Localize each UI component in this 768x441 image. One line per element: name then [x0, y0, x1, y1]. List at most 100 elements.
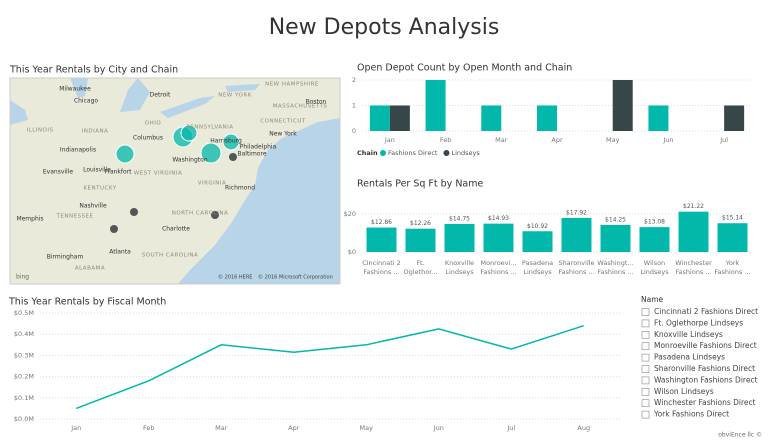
- page-title: New Depots Analysis: [269, 15, 500, 40]
- y-tick-label: $0.5M: [14, 309, 34, 317]
- map-bubble[interactable]: [211, 211, 219, 219]
- map-bubble[interactable]: [200, 142, 222, 164]
- map-bubble[interactable]: [115, 144, 135, 164]
- value-label: $21.22: [683, 203, 704, 210]
- x-tick-label: Fashions ...: [558, 268, 594, 276]
- map-bubble[interactable]: [130, 208, 138, 216]
- slicer-checkbox[interactable]: [641, 308, 650, 316]
- x-tick-label: Pasadena: [522, 259, 553, 267]
- slicer-checkbox[interactable]: [641, 330, 650, 339]
- bar[interactable]: [717, 223, 748, 252]
- map-label: CONNECTICUT: [260, 119, 306, 125]
- slicer-item[interactable]: Wilson Lindseys: [654, 387, 714, 396]
- map-label: TENNESSEE: [56, 214, 94, 220]
- slicer-item[interactable]: Pasadena Lindseys: [654, 353, 725, 362]
- map-bubble[interactable]: [229, 153, 237, 161]
- slicer-item[interactable]: Sharonville Fashions Direct: [654, 364, 755, 373]
- slicer-checkbox[interactable]: [641, 376, 650, 385]
- x-tick-label: Jan: [70, 424, 81, 432]
- bar[interactable]: [522, 231, 553, 252]
- slicer-checkbox[interactable]: [641, 319, 650, 328]
- map-label: WEST VIRGINIA: [134, 171, 183, 177]
- slicer-item[interactable]: Monroeville Fashions Direct: [654, 341, 757, 350]
- bar[interactable]: [366, 227, 397, 252]
- slicer-item[interactable]: Winchester Fashions Direct: [654, 398, 756, 407]
- slicer-checkbox[interactable]: [641, 410, 650, 419]
- value-label: $14.75: [449, 215, 470, 222]
- legend-marker[interactable]: [380, 150, 386, 156]
- map-bubble[interactable]: [180, 124, 198, 142]
- map-lake-ontario: [225, 84, 260, 92]
- bar[interactable]: [724, 105, 745, 132]
- slicer-checkbox[interactable]: [641, 365, 650, 373]
- slicer-item[interactable]: Ft. Oglethorpe Lindseys: [654, 318, 743, 327]
- map-bubble[interactable]: [222, 133, 240, 151]
- x-tick-label: Apr: [551, 136, 563, 144]
- slicer-item[interactable]: York Fashions Direct: [653, 410, 729, 419]
- slicer-item[interactable]: Knoxville Lindseys: [654, 330, 723, 339]
- map-bubble[interactable]: [110, 225, 118, 233]
- slicer-checkbox[interactable]: [641, 399, 650, 408]
- bar[interactable]: [483, 223, 514, 252]
- map-label: Richmond: [225, 185, 255, 192]
- x-tick-label: Knoxville: [445, 259, 474, 267]
- map-label: KENTUCKY: [83, 186, 116, 192]
- bar[interactable]: [648, 105, 669, 132]
- bar[interactable]: [405, 228, 436, 252]
- map-label: Charlotte: [162, 226, 190, 233]
- slicer-checkbox[interactable]: [641, 353, 650, 362]
- map-label: Frankfort: [104, 169, 132, 176]
- x-tick-label: Fashions ...: [597, 268, 633, 276]
- slicer-item[interactable]: Cincinnati 2 Fashions Direct: [654, 307, 758, 316]
- map-label: Evansville: [43, 169, 73, 176]
- legend-title: Chain: [357, 149, 378, 157]
- y-tick-label: 0: [352, 127, 356, 135]
- x-tick-label: York: [725, 259, 740, 267]
- map-label: Detroit: [150, 92, 171, 99]
- slicer-checkbox[interactable]: [641, 342, 650, 351]
- x-tick-label: Jun: [662, 136, 673, 144]
- value-label: $14.93: [488, 215, 509, 222]
- y-tick-label: $0: [348, 248, 356, 256]
- x-tick-label: May: [360, 424, 374, 432]
- y-tick-label: $0.2M: [14, 373, 34, 381]
- bar[interactable]: [537, 105, 557, 132]
- x-tick-label: Lindseys: [445, 268, 474, 276]
- slicer-checkbox[interactable]: [641, 387, 650, 396]
- y-tick-label: $0.3M: [14, 351, 34, 359]
- y-tick-label: $0.1M: [14, 394, 34, 402]
- map-label: Louisville: [83, 167, 111, 174]
- bar[interactable]: [561, 217, 592, 252]
- x-tick-label: Mar: [215, 424, 228, 432]
- bar[interactable]: [612, 80, 633, 131]
- x-tick-label: Mar: [495, 136, 508, 144]
- bar[interactable]: [389, 105, 410, 132]
- value-label: $17.92: [566, 209, 587, 216]
- bar[interactable]: [369, 105, 390, 132]
- x-tick-label: Aug: [577, 424, 590, 432]
- chart-title: This Year Rentals by Fiscal Month: [8, 297, 166, 308]
- bar[interactable]: [444, 223, 475, 252]
- map-lake-erie: [160, 96, 215, 118]
- x-tick-label: Monroevi...: [480, 259, 516, 267]
- map-label: PENNSYLVANIA: [186, 125, 233, 131]
- x-tick-label: Ft.: [416, 259, 424, 267]
- bar[interactable]: [600, 224, 631, 252]
- legend-label[interactable]: Lindseys: [451, 149, 480, 157]
- slicer-item[interactable]: Washington Fashions Direct: [654, 375, 758, 384]
- map-logo: bing: [16, 274, 29, 281]
- bar[interactable]: [481, 105, 502, 132]
- map-label: Washington: [172, 157, 207, 164]
- y-tick-label: 1: [352, 102, 356, 110]
- legend-marker[interactable]: [443, 150, 450, 156]
- map-title: This Year Rentals by City and Chain: [9, 65, 178, 76]
- legend-label[interactable]: Fashions Direct: [388, 149, 438, 157]
- bar[interactable]: [678, 211, 709, 252]
- bar[interactable]: [425, 80, 446, 131]
- map-lake-michigan: [70, 78, 88, 98]
- map: [9, 77, 341, 285]
- map-label: Birmingham: [47, 254, 84, 261]
- bar[interactable]: [639, 227, 670, 252]
- x-tick-label: Fashions ...: [363, 268, 399, 276]
